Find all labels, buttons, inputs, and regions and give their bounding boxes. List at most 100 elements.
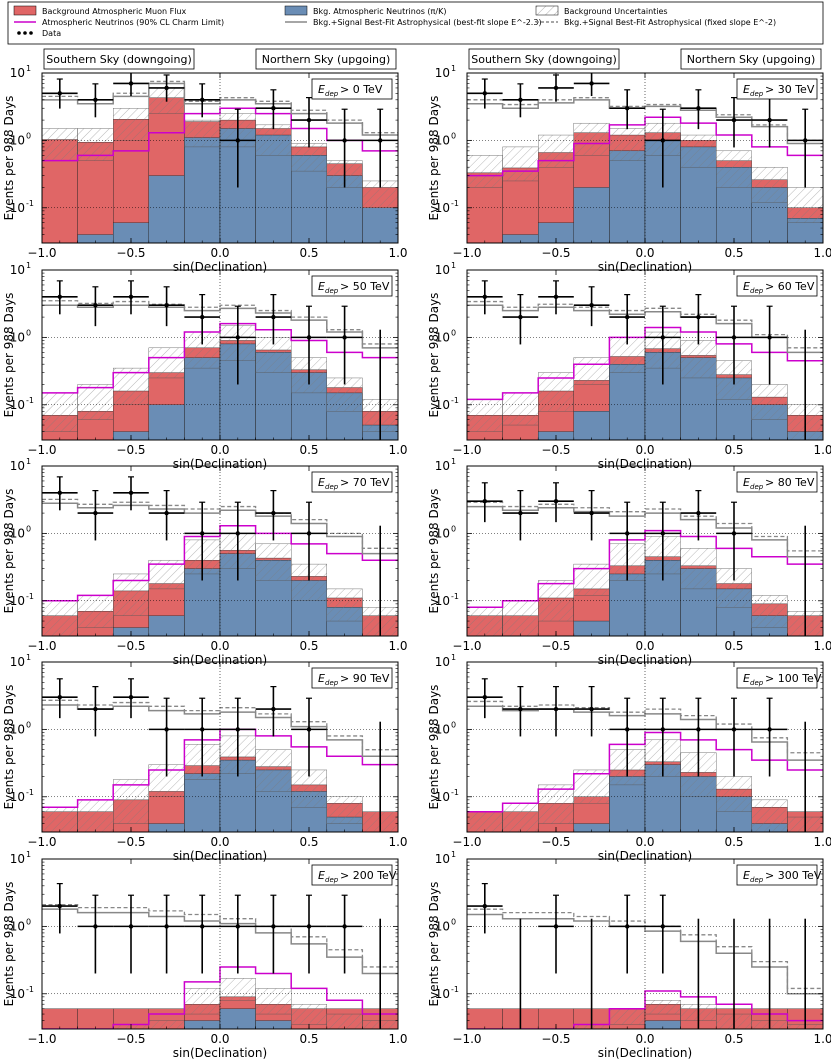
threshold-value: > 0 TeV xyxy=(340,83,383,96)
conv-bar xyxy=(362,207,398,243)
charm-line xyxy=(42,107,398,162)
y-tick-label: 10 xyxy=(10,790,25,804)
y-tick-label: 10 xyxy=(10,263,25,277)
x-tick-label: 0.5 xyxy=(724,443,743,457)
threshold-box xyxy=(311,667,393,689)
threshold-sub: dep xyxy=(325,287,339,295)
x-tick-label: 0.5 xyxy=(299,443,318,457)
fixed-slope-line xyxy=(42,904,398,968)
x-tick-label: 1.0 xyxy=(388,835,407,849)
legend-label-fixed: Bkg.+Signal Best-Fit Astrophysical (fixe… xyxy=(564,18,776,27)
uncertainty-band xyxy=(112,108,149,141)
threshold-E: E xyxy=(318,83,325,96)
data-point xyxy=(716,697,752,777)
x-tick-label: 1.0 xyxy=(388,1032,407,1046)
uncertainty-band xyxy=(751,166,788,203)
uncertainty-band xyxy=(609,1008,646,1025)
uncertainty-band xyxy=(112,367,149,405)
y-tick-exponent: 0 xyxy=(26,917,31,926)
uncertainty-band xyxy=(538,784,575,824)
uncertainty-band xyxy=(77,799,114,832)
x-tick-label: −1.0 xyxy=(27,246,56,260)
fixed-slope-line xyxy=(467,97,823,142)
uncertainty-band xyxy=(326,796,363,824)
conv-bar xyxy=(184,137,221,243)
fixed-slope-line xyxy=(42,699,398,751)
threshold-box xyxy=(311,471,393,493)
x-tick-label: 0.5 xyxy=(724,835,743,849)
x-tick-label: −1.0 xyxy=(452,443,481,457)
data-point xyxy=(467,883,503,934)
sky-labels-1: Southern Sky (downgoing) Northern Sky (up… xyxy=(468,48,822,70)
data-point xyxy=(502,294,539,345)
y-tick-exponent: 1 xyxy=(451,653,456,662)
north-sky-box xyxy=(680,48,822,70)
x-tick-label: 0.0 xyxy=(210,835,229,849)
data-point xyxy=(716,97,752,148)
x-tick-label: 1.0 xyxy=(813,246,831,260)
x-tick-label: 1.0 xyxy=(813,1032,831,1046)
data-point xyxy=(787,108,823,188)
threshold-E: E xyxy=(743,476,750,489)
legend-swatch-unc xyxy=(535,5,559,16)
uncertainty-band xyxy=(609,128,646,161)
uncertainty-band xyxy=(255,124,292,156)
data-point xyxy=(113,894,149,974)
uncertainty-band xyxy=(680,340,717,379)
y-tick-exponent: 0 xyxy=(451,328,456,337)
x-tick-label: −0.5 xyxy=(541,1032,570,1046)
data-point xyxy=(467,678,503,719)
uncertainty-band xyxy=(255,749,292,792)
threshold-value: > 80 TeV xyxy=(765,476,815,489)
y-tick-label: 10 xyxy=(10,133,25,147)
uncertainty-band xyxy=(787,187,823,223)
data-point xyxy=(645,894,681,974)
y-axis-label: Events per 988 Days xyxy=(427,489,441,614)
panel-plot-area xyxy=(467,883,823,1029)
data-point xyxy=(538,74,574,102)
data-point xyxy=(42,78,78,109)
data-point xyxy=(609,501,645,581)
y-tick-label: 10 xyxy=(435,459,450,473)
uncertainty-band xyxy=(502,392,539,426)
threshold-sub: dep xyxy=(750,679,764,687)
y-tick-label: 10 xyxy=(10,526,25,540)
fixed-slope-line xyxy=(42,498,398,549)
south-sky-label: Southern Sky (downgoing) xyxy=(46,53,192,66)
uncertainty-band xyxy=(573,122,610,156)
x-tick-label: −1.0 xyxy=(452,246,481,260)
data-point xyxy=(326,894,363,974)
data-point xyxy=(255,294,292,345)
data-point xyxy=(573,286,610,327)
uncertainty-band xyxy=(467,399,503,432)
x-axis-label: sin(Declination) xyxy=(598,457,692,471)
y-tick-label: 10 xyxy=(10,594,25,608)
x-axis-label: sin(Declination) xyxy=(598,653,692,667)
y-tick-exponent: 0 xyxy=(451,917,456,926)
y-axis-label: Events per 988 Days xyxy=(2,489,16,614)
threshold-value: > 200 TeV xyxy=(340,869,397,882)
y-tick-exponent: -1 xyxy=(451,592,459,601)
data-point xyxy=(467,280,503,315)
data-point xyxy=(680,294,717,345)
x-tick-label: 0.5 xyxy=(724,1032,743,1046)
y-tick-label: 10 xyxy=(435,263,450,277)
uncertainty-band xyxy=(184,119,221,148)
x-tick-label: −0.5 xyxy=(541,835,570,849)
uncertainty-band xyxy=(77,595,114,628)
panel-plot-area xyxy=(42,476,398,636)
uncertainty-band xyxy=(680,548,717,590)
uncertainty-band xyxy=(326,588,363,622)
uncertainty-band xyxy=(716,776,753,812)
data-point xyxy=(77,686,114,737)
threshold-box xyxy=(736,864,818,886)
uncertainty-band xyxy=(751,595,788,628)
x-axis-label: sin(Declination) xyxy=(598,1046,692,1059)
uncertainty-band xyxy=(573,769,610,804)
threshold-E: E xyxy=(318,672,325,685)
y-axis-label: Events per 988 Days xyxy=(2,96,16,221)
data-point xyxy=(502,83,539,118)
y-tick-exponent: -1 xyxy=(451,199,459,208)
y-tick-exponent: 1 xyxy=(451,261,456,270)
